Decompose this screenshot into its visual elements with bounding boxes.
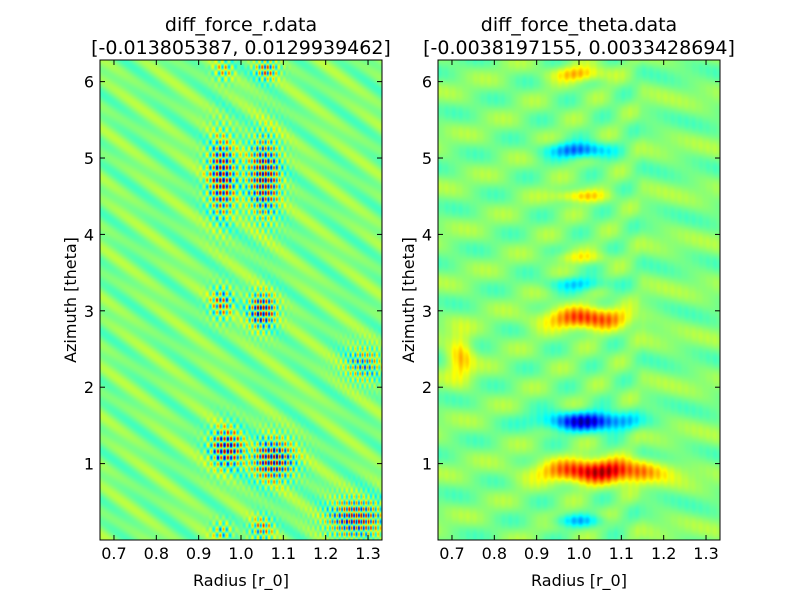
x-tick-label: 0.9 <box>524 544 549 563</box>
x-axis-label: Radius [r_0] <box>193 571 289 591</box>
chart-subtitle: [-0.0038197155, 0.0033428694] <box>423 37 735 59</box>
y-tick-label: 4 <box>84 225 94 244</box>
y-axis-label: Azimuth [theta] <box>399 237 418 363</box>
heatmap-image <box>100 60 382 540</box>
x-tick-label: 1.0 <box>228 544 253 563</box>
x-tick-label: 0.9 <box>186 544 211 563</box>
y-axis: 1 2 3 4 5 6 <box>422 73 720 474</box>
y-tick-label: 5 <box>422 149 432 168</box>
y-tick-label: 6 <box>84 73 94 92</box>
y-tick-label: 5 <box>84 149 94 168</box>
x-tick-label: 0.8 <box>144 544 169 563</box>
y-tick-label: 3 <box>84 302 94 321</box>
y-tick-label: 2 <box>422 378 432 397</box>
x-tick-label: 1.2 <box>313 544 338 563</box>
x-axis-label: Radius [r_0] <box>531 571 627 591</box>
heatmap-panel-r: diff_force_r.data [-0.013805387, 0.01299… <box>61 14 391 591</box>
chart-title: diff_force_theta.data <box>481 14 677 36</box>
y-tick-label: 3 <box>422 302 432 321</box>
x-tick-label: 1.0 <box>566 544 591 563</box>
y-axis-label: Azimuth [theta] <box>61 237 80 363</box>
y-tick-label: 6 <box>422 73 432 92</box>
chart-title: diff_force_r.data <box>165 14 317 36</box>
y-tick-label: 1 <box>422 455 432 474</box>
x-tick-label: 1.1 <box>609 544 634 563</box>
x-tick-label: 0.7 <box>439 544 464 563</box>
x-axis: 0.7 0.8 0.9 1.0 1.1 1.2 1.3 <box>101 60 381 563</box>
x-tick-label: 1.3 <box>693 544 718 563</box>
chart-subtitle: [-0.013805387, 0.0129939462] <box>91 37 391 59</box>
x-axis: 0.7 0.8 0.9 1.0 1.1 1.2 1.3 <box>439 60 719 563</box>
x-tick-label: 0.7 <box>101 544 126 563</box>
x-tick-label: 1.1 <box>271 544 296 563</box>
y-tick-label: 1 <box>84 455 94 474</box>
x-tick-label: 1.2 <box>651 544 676 563</box>
x-tick-label: 0.8 <box>482 544 507 563</box>
y-tick-label: 4 <box>422 225 432 244</box>
heatmap-image <box>438 60 720 540</box>
heatmap-panel-theta: diff_force_theta.data [-0.0038197155, 0.… <box>399 14 735 591</box>
y-tick-label: 2 <box>84 378 94 397</box>
y-axis: 1 2 3 4 5 6 <box>84 73 382 474</box>
x-tick-label: 1.3 <box>355 544 380 563</box>
